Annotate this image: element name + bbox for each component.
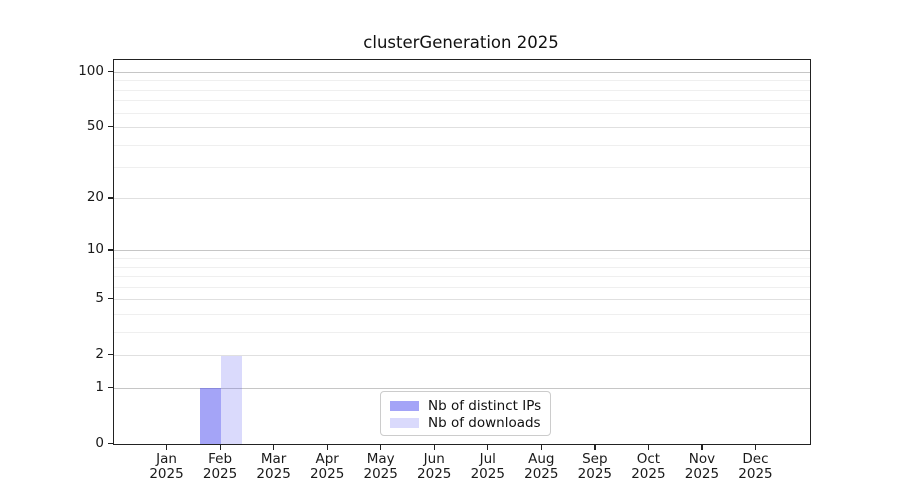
minor-gridline-6 bbox=[114, 286, 810, 288]
major-gridline-50 bbox=[114, 127, 810, 129]
major-gridline-20 bbox=[114, 198, 810, 200]
x-tick-label-jan: Jan 2025 bbox=[149, 451, 184, 482]
y-tick-label-10: 10 bbox=[86, 241, 104, 258]
legend-label-2: Nb of downloads bbox=[428, 414, 541, 431]
y-tick-label-20: 20 bbox=[86, 189, 104, 206]
y-tick-mark-100 bbox=[108, 71, 113, 73]
minor-gridline-7 bbox=[114, 276, 810, 278]
x-tick-mark-dec bbox=[754, 445, 757, 450]
x-tick-mark-jul bbox=[487, 445, 489, 450]
y-tick-label-5: 5 bbox=[95, 290, 104, 307]
minor-gridline-60 bbox=[114, 112, 810, 114]
x-tick-label-mar: Mar 2025 bbox=[256, 451, 291, 482]
major-gridline-1 bbox=[114, 387, 810, 389]
x-tick-label-oct: Oct 2025 bbox=[631, 451, 666, 482]
y-tick-label-100: 100 bbox=[78, 63, 104, 80]
x-tick-mark-mar bbox=[273, 445, 275, 450]
x-tick-label-dec: Dec 2025 bbox=[738, 451, 773, 482]
x-tick-label-jul: Jul 2025 bbox=[470, 451, 505, 482]
y-tick-label-0: 0 bbox=[95, 434, 104, 451]
y-tick-mark-5 bbox=[108, 298, 113, 300]
major-gridline-10 bbox=[114, 250, 810, 252]
minor-gridline-3 bbox=[114, 331, 810, 333]
x-tick-label-aug: Aug 2025 bbox=[524, 451, 559, 482]
minor-gridline-30 bbox=[114, 167, 810, 169]
x-tick-mark-oct bbox=[647, 445, 650, 450]
y-tick-mark-50 bbox=[108, 126, 113, 128]
x-tick-mark-may bbox=[380, 445, 382, 450]
y-tick-mark-20 bbox=[108, 197, 113, 199]
legend: Nb of distinct IPs Nb of downloads bbox=[380, 391, 551, 436]
y-tick-mark-0 bbox=[108, 442, 113, 444]
minor-gridline-40 bbox=[114, 144, 810, 146]
legend-swatch-nb-of-downloads bbox=[390, 417, 419, 428]
bar-nb-of-downloads-feb bbox=[221, 355, 243, 444]
x-tick-mark-jun bbox=[433, 445, 435, 450]
minor-gridline-8 bbox=[114, 266, 810, 268]
legend-row-1: Nb of distinct IPs bbox=[390, 397, 541, 414]
x-tick-mark-sep bbox=[594, 445, 596, 450]
x-tick-label-apr: Apr 2025 bbox=[309, 451, 345, 482]
minor-gridline-80 bbox=[114, 89, 810, 91]
y-tick-label-1: 1 bbox=[95, 378, 104, 395]
plot-area bbox=[113, 59, 811, 445]
x-tick-mark-nov bbox=[701, 445, 703, 450]
x-tick-mark-apr bbox=[326, 445, 328, 450]
y-tick-mark-10 bbox=[108, 249, 113, 251]
minor-gridline-4 bbox=[114, 313, 810, 315]
x-tick-label-may: May 2025 bbox=[363, 451, 398, 482]
x-tick-mark-feb bbox=[219, 445, 221, 450]
y-tick-label-50: 50 bbox=[86, 118, 104, 135]
x-tick-label-jun: Jun 2025 bbox=[417, 451, 452, 482]
minor-gridline-70 bbox=[114, 100, 810, 102]
major-gridline-2 bbox=[114, 355, 810, 357]
x-tick-mark-aug bbox=[540, 445, 542, 450]
y-tick-mark-2 bbox=[108, 354, 113, 356]
y-tick-mark-1 bbox=[108, 386, 113, 388]
minor-gridline-90 bbox=[114, 80, 810, 82]
chart-title: clusterGeneration 2025 bbox=[363, 33, 559, 52]
y-tick-label-2: 2 bbox=[95, 346, 104, 363]
legend-swatch-nb-of-distinct-ips bbox=[390, 400, 419, 411]
legend-label-1: Nb of distinct IPs bbox=[428, 397, 542, 414]
x-tick-label-feb: Feb 2025 bbox=[202, 451, 238, 482]
x-tick-mark-jan bbox=[166, 445, 168, 450]
x-tick-label-sep: Sep 2025 bbox=[577, 451, 613, 482]
legend-row-2: Nb of downloads bbox=[390, 414, 541, 431]
major-gridline-100 bbox=[114, 72, 810, 74]
bar-nb-of-distinct-ips-feb bbox=[199, 388, 222, 444]
major-gridline-5 bbox=[114, 299, 810, 301]
minor-gridline-9 bbox=[114, 258, 810, 260]
x-tick-label-nov: Nov 2025 bbox=[684, 451, 720, 482]
